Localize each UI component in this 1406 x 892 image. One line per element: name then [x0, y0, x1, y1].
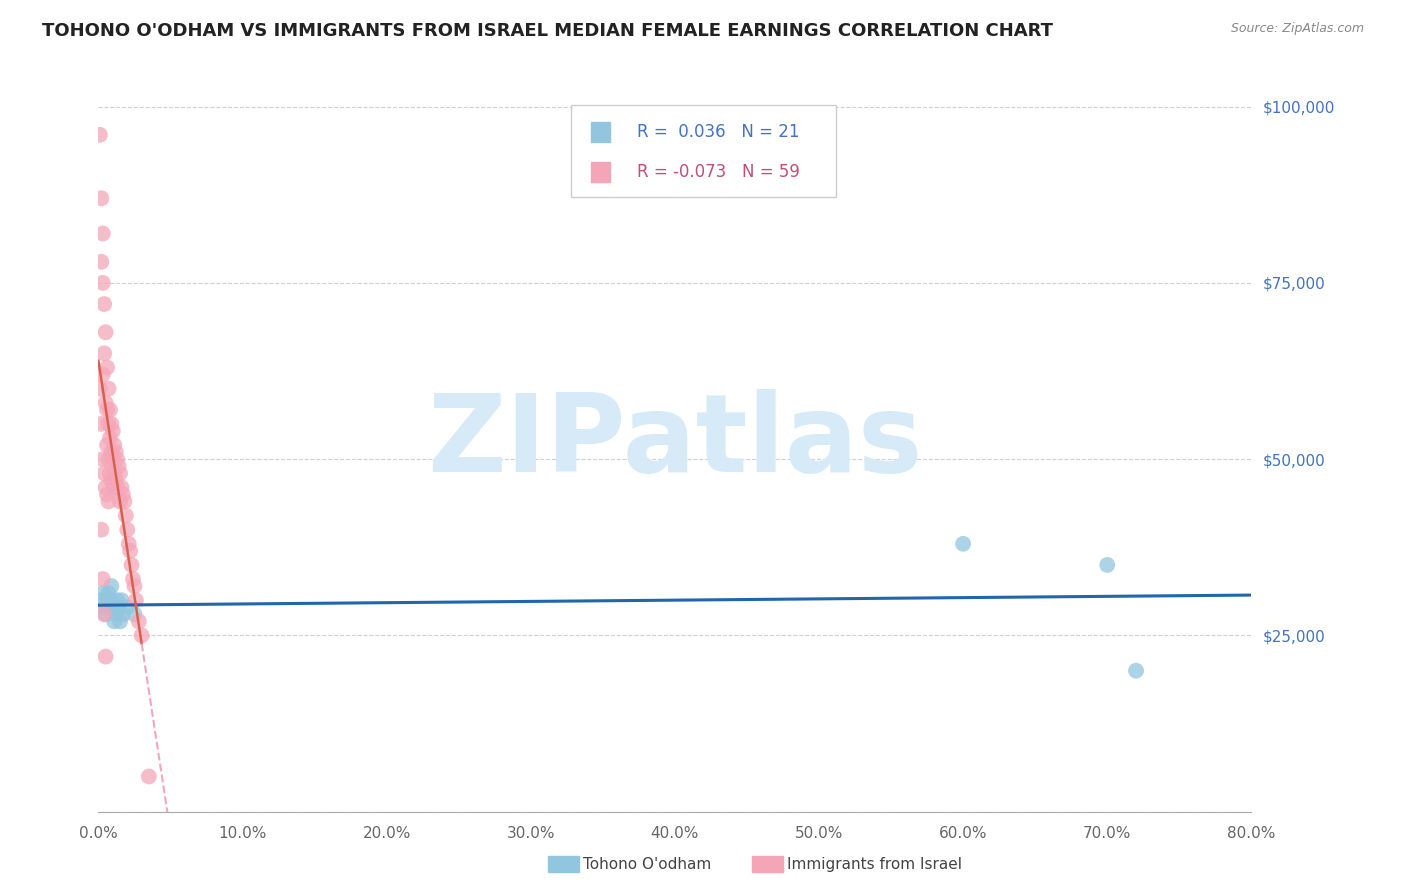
Point	[94, 607, 117, 622]
Point	[93, 607, 115, 622]
Point	[96, 487, 118, 501]
Point	[93, 600, 115, 615]
Point	[100, 445, 122, 459]
Point	[90, 593, 112, 607]
Point	[138, 769, 160, 783]
Point	[105, 452, 128, 467]
Point	[117, 523, 139, 537]
Text: R = -0.073   N = 59: R = -0.073 N = 59	[637, 163, 800, 181]
Point	[94, 649, 117, 664]
Point	[104, 473, 127, 487]
Point	[111, 607, 134, 622]
Point	[104, 445, 127, 459]
Point	[105, 480, 128, 494]
Point	[107, 600, 129, 615]
Point	[100, 473, 122, 487]
Point	[105, 593, 128, 607]
Point	[952, 537, 974, 551]
Point	[97, 452, 120, 467]
Point	[112, 494, 135, 508]
Point	[100, 417, 122, 431]
Point	[128, 615, 150, 629]
Point	[97, 494, 120, 508]
Point	[118, 537, 141, 551]
Point	[103, 467, 125, 481]
Point	[121, 558, 143, 572]
Point	[124, 607, 146, 622]
Point	[101, 424, 124, 438]
Point	[91, 586, 114, 600]
FancyBboxPatch shape	[591, 161, 610, 183]
Point	[94, 480, 117, 494]
Point	[98, 402, 121, 417]
Point	[97, 586, 120, 600]
Point	[90, 254, 112, 268]
Point	[91, 276, 114, 290]
Point	[100, 579, 122, 593]
Point	[98, 467, 121, 481]
Point	[101, 600, 124, 615]
Point	[124, 579, 146, 593]
Point	[104, 607, 127, 622]
Point	[101, 452, 124, 467]
Point	[103, 438, 125, 452]
Point	[93, 467, 115, 481]
Point	[96, 402, 118, 417]
FancyBboxPatch shape	[591, 121, 610, 143]
Point	[117, 600, 139, 615]
Point	[98, 431, 121, 445]
Point	[94, 396, 117, 410]
Text: Tohono O'odham: Tohono O'odham	[583, 857, 711, 871]
Text: TOHONO O'ODHAM VS IMMIGRANTS FROM ISRAEL MEDIAN FEMALE EARNINGS CORRELATION CHAR: TOHONO O'ODHAM VS IMMIGRANTS FROM ISRAEL…	[42, 22, 1053, 40]
Point	[1125, 664, 1147, 678]
Point	[110, 480, 132, 494]
Point	[98, 593, 121, 607]
Point	[91, 368, 114, 382]
Point	[114, 508, 136, 523]
Point	[122, 572, 145, 586]
FancyBboxPatch shape	[571, 104, 837, 197]
Point	[97, 382, 120, 396]
Text: Immigrants from Israel: Immigrants from Israel	[787, 857, 962, 871]
Point	[91, 572, 114, 586]
Text: R =  0.036   N = 21: R = 0.036 N = 21	[637, 123, 800, 141]
Point	[90, 417, 112, 431]
Point	[108, 615, 131, 629]
Point	[108, 467, 131, 481]
Point	[101, 480, 124, 494]
Point	[107, 459, 129, 474]
Point	[125, 593, 148, 607]
Point	[1097, 558, 1119, 572]
Point	[91, 227, 114, 241]
Point	[90, 523, 112, 537]
Point	[93, 346, 115, 360]
Point	[90, 191, 112, 205]
Point	[96, 438, 118, 452]
Text: ZIPatlas: ZIPatlas	[427, 389, 922, 494]
Point	[108, 494, 131, 508]
Point	[89, 382, 111, 396]
Point	[97, 417, 120, 431]
Text: Source: ZipAtlas.com: Source: ZipAtlas.com	[1230, 22, 1364, 36]
Point	[89, 128, 111, 142]
Point	[111, 487, 134, 501]
Point	[110, 593, 132, 607]
Point	[91, 452, 114, 467]
Point	[94, 325, 117, 339]
Point	[93, 297, 115, 311]
Point	[103, 615, 125, 629]
Point	[131, 628, 153, 642]
Point	[96, 593, 118, 607]
Point	[120, 544, 142, 558]
Point	[96, 360, 118, 375]
